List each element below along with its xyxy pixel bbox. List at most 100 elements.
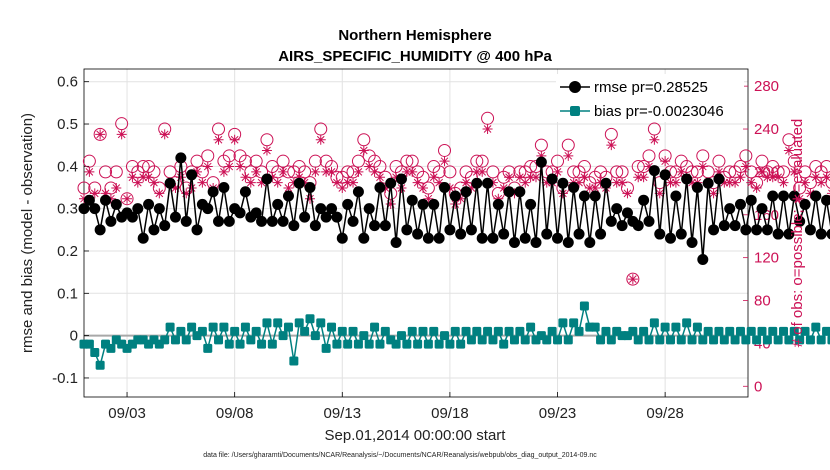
bias-point — [278, 331, 288, 341]
bias-point — [822, 326, 830, 336]
y-right-tick-label: 280 — [754, 78, 779, 95]
rmse-point — [428, 198, 440, 210]
x-axis-label: Sep.01,2014 00:00:00 start — [325, 427, 507, 444]
evaluated-point — [428, 172, 439, 183]
rmse-point — [390, 237, 402, 249]
possible-point — [610, 165, 624, 179]
bias-point — [316, 318, 326, 328]
possible-point — [561, 138, 575, 152]
bias-point — [682, 318, 692, 328]
y-tick-label: 0 — [70, 328, 78, 345]
rmse-point — [272, 198, 284, 210]
bias-point — [294, 318, 304, 328]
evaluated-point — [574, 177, 585, 188]
evaluated-point — [708, 188, 719, 199]
legend-box — [556, 74, 744, 122]
evaluated-point — [611, 177, 622, 188]
evaluated-point — [498, 182, 509, 193]
bias-point — [703, 326, 713, 336]
rmse-point — [266, 215, 278, 227]
bias-point — [655, 335, 665, 345]
rmse-point — [379, 220, 391, 232]
y-right-tick-label: 0 — [754, 378, 762, 395]
evaluated-point — [563, 150, 574, 161]
rmse-point — [83, 194, 95, 206]
legend: rmse pr=0.28525 bias pr=-0.0023046 — [556, 74, 744, 122]
possible-point — [470, 154, 484, 168]
bias-point — [789, 326, 799, 336]
bias-point — [574, 326, 584, 336]
bias-point — [735, 326, 745, 336]
rmse-point — [223, 215, 235, 227]
evaluated-point — [638, 172, 649, 183]
bias-point — [106, 343, 116, 353]
bias-point — [499, 339, 509, 349]
evaluated-point — [783, 145, 794, 156]
legend-bias-label: bias pr=-0.0023046 — [594, 103, 724, 120]
rmse-point — [363, 203, 375, 215]
evaluated-point — [552, 166, 563, 177]
rmse-point — [810, 190, 822, 202]
evaluated-point — [235, 161, 246, 172]
evaluated-point — [794, 193, 805, 204]
evaluated-point — [148, 177, 159, 188]
rmse-point — [191, 224, 203, 236]
possible-point — [163, 165, 177, 179]
possible-point — [626, 272, 640, 286]
rmse-point — [621, 207, 633, 219]
bias-point — [203, 343, 213, 353]
evaluated-point — [751, 182, 762, 193]
bias-point — [773, 335, 783, 345]
bias-point — [805, 335, 815, 345]
bias-point — [240, 322, 250, 332]
bias-point — [596, 335, 606, 345]
bias-point — [187, 322, 197, 332]
possible-point — [212, 122, 226, 136]
possible-point — [739, 149, 753, 163]
rmse-point — [708, 224, 720, 236]
rmse-point — [412, 228, 424, 240]
rmse-point — [815, 228, 827, 240]
possible-point — [615, 165, 629, 179]
evaluated-point — [439, 156, 450, 167]
evaluated-point — [649, 134, 660, 145]
rmse-point — [530, 237, 542, 249]
bias-point — [768, 326, 778, 336]
rmse-point — [799, 198, 811, 210]
evaluated-point — [256, 177, 267, 188]
evaluated-point — [740, 161, 751, 172]
rmse-point — [573, 228, 585, 240]
evaluated-point — [348, 177, 359, 188]
rmse-point — [374, 182, 386, 194]
data-marks — [77, 111, 830, 370]
bias-point — [380, 326, 390, 336]
bias-point — [816, 335, 826, 345]
evaluated-point — [261, 145, 272, 156]
rmse-point — [541, 228, 553, 240]
bias-point — [95, 360, 105, 370]
evaluated-point — [660, 156, 671, 167]
evaluated-point — [89, 188, 100, 199]
rmse-point — [180, 215, 192, 227]
bias-point — [90, 348, 100, 358]
chart-title-line1: Northern Hemisphere — [338, 27, 491, 44]
evaluated-point — [767, 172, 778, 183]
rmse-point — [535, 156, 547, 168]
evaluated-point — [557, 188, 568, 199]
evaluated-point — [132, 177, 143, 188]
evaluated-point — [79, 193, 89, 204]
rmse-point — [207, 186, 219, 198]
evaluated-point — [816, 177, 827, 188]
bias-point — [434, 339, 444, 349]
footnote: data file: /Users/gharamti/Documents/NCA… — [203, 452, 597, 459]
rmse-point — [492, 198, 504, 210]
rmse-point — [395, 173, 407, 185]
bias-point — [692, 322, 702, 332]
evaluated-point — [687, 177, 698, 188]
rmse-point — [595, 228, 607, 240]
rmse-point — [589, 190, 601, 202]
rmse-point — [449, 190, 461, 202]
rmse-point — [401, 224, 413, 236]
possible-point — [93, 127, 107, 141]
rmse-point — [143, 198, 155, 210]
